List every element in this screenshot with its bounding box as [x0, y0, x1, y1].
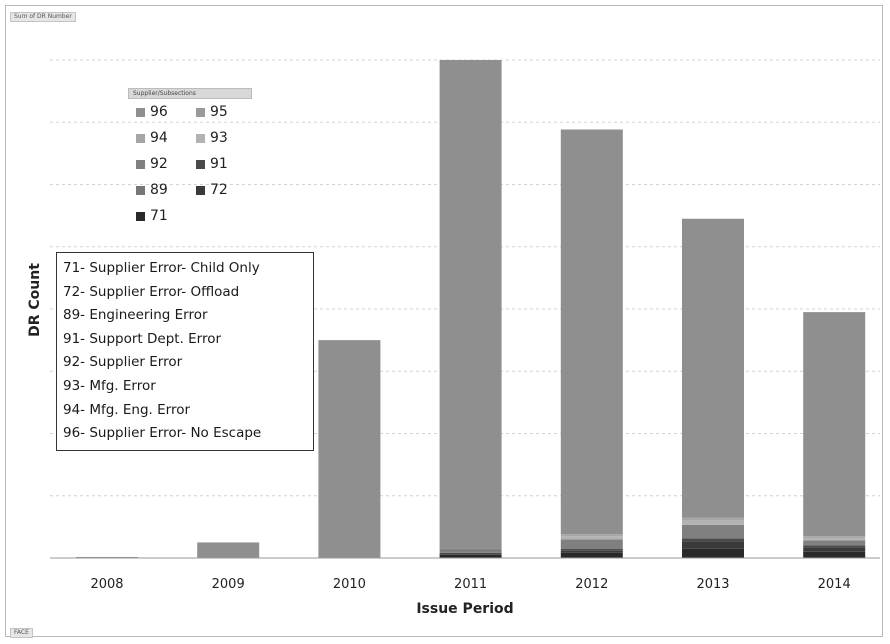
legend-items: 96 95 94 93 92 91 89 72 71 — [128, 103, 252, 226]
legend-item-72[interactable]: 72 — [196, 181, 256, 200]
legend-swatch — [136, 134, 145, 143]
bar-2011-96[interactable] — [440, 60, 502, 549]
bar-2012-91[interactable] — [561, 549, 623, 551]
bar-2013-92[interactable] — [682, 525, 744, 538]
x-tick-2009: 2009 — [212, 577, 245, 592]
legend-label: 94 — [150, 129, 168, 148]
legend-label: 71 — [150, 207, 168, 226]
bar-2014-94[interactable] — [803, 536, 865, 538]
bar-2011-92[interactable] — [440, 549, 502, 553]
x-tick-2010: 2010 — [333, 577, 366, 592]
bar-2012-72[interactable] — [561, 551, 623, 553]
legend-swatch — [136, 212, 145, 221]
error-codes-textbox: 71- Supplier Error- Child Only 72- Suppli… — [56, 252, 314, 451]
legend-item-93[interactable]: 93 — [196, 129, 256, 148]
legend-item-89[interactable]: 89 — [136, 181, 196, 200]
code-line: 71- Supplier Error- Child Only — [63, 257, 307, 281]
legend-label: 91 — [210, 155, 228, 174]
bar-2013-72[interactable] — [682, 541, 744, 548]
x-tick-2012: 2012 — [575, 577, 608, 592]
legend-item-71[interactable]: 71 — [136, 207, 196, 226]
x-tick-2008: 2008 — [90, 577, 123, 592]
bar-2013-91[interactable] — [682, 538, 744, 541]
bar-2014-72[interactable] — [803, 548, 865, 552]
bar-2013-94[interactable] — [682, 518, 744, 521]
legend-label: 92 — [150, 155, 168, 174]
legend-item-95[interactable]: 95 — [196, 103, 256, 122]
legend-item-94[interactable]: 94 — [136, 129, 196, 148]
bar-2013-93[interactable] — [682, 521, 744, 525]
code-line: 72- Supplier Error- Offload — [63, 281, 307, 305]
bar-2011-91[interactable] — [440, 553, 502, 555]
bar-2012-92[interactable] — [561, 539, 623, 548]
legend-swatch — [196, 160, 205, 169]
legend-label: 96 — [150, 103, 168, 122]
legend-swatch — [196, 108, 205, 117]
bar-2013-71[interactable] — [682, 549, 744, 558]
legend-swatch — [196, 134, 205, 143]
bar-2014-91[interactable] — [803, 546, 865, 548]
legend-swatch — [136, 186, 145, 195]
legend-swatch — [196, 186, 205, 195]
legend-item-92[interactable]: 92 — [136, 155, 196, 174]
bar-2012-71[interactable] — [561, 553, 623, 558]
code-line: 91- Support Dept. Error — [63, 328, 307, 352]
bar-2014-71[interactable] — [803, 552, 865, 558]
code-line: 89- Engineering Error — [63, 304, 307, 328]
y-axis-title: DR Count — [27, 263, 43, 337]
legend-swatch — [136, 160, 145, 169]
x-tick-2013: 2013 — [696, 577, 729, 592]
legend-swatch — [136, 108, 145, 117]
bar-2012-96[interactable] — [561, 130, 623, 535]
x-tick-2014: 2014 — [818, 577, 851, 592]
bar-2013-96[interactable] — [682, 219, 744, 518]
legend-item-96[interactable]: 96 — [136, 103, 196, 122]
legend-item-91[interactable]: 91 — [196, 155, 256, 174]
bar-2014-92[interactable] — [803, 540, 865, 545]
legend-title[interactable]: Supplier/Subsections — [128, 88, 252, 99]
legend-label: 89 — [150, 181, 168, 200]
bar-2014-96[interactable] — [803, 312, 865, 536]
code-line: 93- Mfg. Error — [63, 375, 307, 399]
x-tick-labels: 2008 2009 2010 2011 2012 2013 2014 — [90, 577, 850, 592]
legend[interactable]: Supplier/Subsections 96 95 94 93 92 91 89 72 71 — [128, 88, 252, 226]
x-axis-title: Issue Period — [416, 601, 513, 617]
code-line: 96- Supplier Error- No Escape — [63, 422, 307, 446]
legend-label: 93 — [210, 129, 228, 148]
code-line: 92- Supplier Error — [63, 351, 307, 375]
bar-2012-93[interactable] — [561, 536, 623, 539]
bar-2012-94[interactable] — [561, 534, 623, 536]
bar-2009-96[interactable] — [197, 542, 259, 558]
legend-label: 95 — [210, 103, 228, 122]
bar-2014-93[interactable] — [803, 538, 865, 540]
x-tick-2011: 2011 — [454, 577, 487, 592]
legend-label: 72 — [210, 181, 228, 200]
code-line: 94- Mfg. Eng. Error — [63, 399, 307, 423]
bar-2010-96[interactable] — [318, 340, 380, 558]
